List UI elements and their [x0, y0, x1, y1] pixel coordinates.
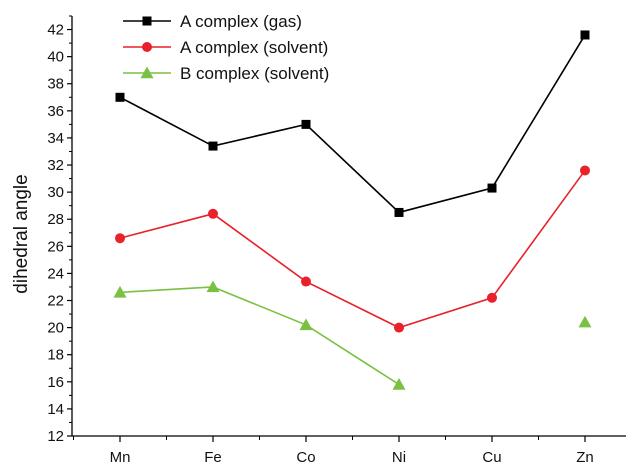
data-point-circle: [301, 276, 311, 287]
y-tick-label: 36: [47, 103, 64, 120]
y-tick-label: 42: [47, 22, 64, 39]
data-point-circle: [208, 208, 218, 219]
legend-label: A complex (solvent): [180, 38, 328, 57]
y-tick-label: 34: [47, 130, 64, 147]
series-lines: [119, 34, 586, 386]
y-tick-label: 32: [47, 157, 64, 174]
data-point-circle: [115, 233, 125, 244]
data-point-square: [115, 92, 125, 102]
y-tick-label: 12: [47, 428, 64, 445]
legend-marker: [140, 66, 154, 79]
x-tick-label: Zn: [576, 449, 594, 463]
axes: 12 14 16 18 20 22 24 26 28 30 32 34 36 38 40 42 Mn Fe Co Ni…: [47, 15, 626, 463]
data-point-square: [487, 183, 497, 193]
y-tick-label: 38: [47, 76, 64, 93]
legend-label: A complex (gas): [180, 12, 302, 31]
y-tick-label: 20: [47, 320, 64, 337]
y-tick-label: 18: [47, 347, 64, 364]
data-point-square: [208, 141, 218, 151]
x-tick-label: Ni: [392, 449, 406, 463]
series-line-2: [119, 169, 586, 329]
legend: A complex (gas) A complex (solvent) B comp…: [123, 12, 329, 83]
legend-marker: [142, 42, 152, 52]
data-point-square: [394, 207, 404, 217]
data-point-circle: [487, 292, 497, 303]
y-tick-label: 22: [47, 293, 64, 310]
y-tick-label: 24: [47, 265, 64, 282]
data-point-circle: [580, 165, 590, 176]
x-tick-label: Fe: [204, 449, 222, 463]
y-tick-label: 16: [47, 374, 64, 391]
series-line-1: [119, 34, 586, 214]
data-point-square: [580, 30, 590, 40]
y-axis-title: dihedral angle: [11, 174, 32, 293]
x-tick-label: Mn: [110, 449, 131, 463]
x-tick-label: Cu: [482, 449, 501, 463]
y-tick-label: 40: [47, 49, 64, 66]
data-point-triangle: [392, 378, 406, 390]
series-line-3: [119, 286, 400, 386]
y-tick-label: 28: [47, 211, 64, 228]
data-point-triangle: [206, 280, 220, 293]
data-point-triangle: [299, 318, 313, 331]
series-markers: [113, 30, 592, 390]
data-point-triangle: [578, 315, 592, 328]
y-tick-label: 26: [47, 238, 64, 255]
x-tick-label: Co: [296, 449, 315, 463]
legend-label: B complex (solvent): [180, 64, 329, 83]
y-tick-label: 14: [47, 401, 64, 418]
data-point-circle: [394, 322, 404, 333]
data-point-triangle: [113, 285, 127, 298]
legend-marker: [142, 16, 152, 26]
y-tick-label: 30: [47, 184, 64, 201]
data-point-square: [301, 119, 311, 129]
